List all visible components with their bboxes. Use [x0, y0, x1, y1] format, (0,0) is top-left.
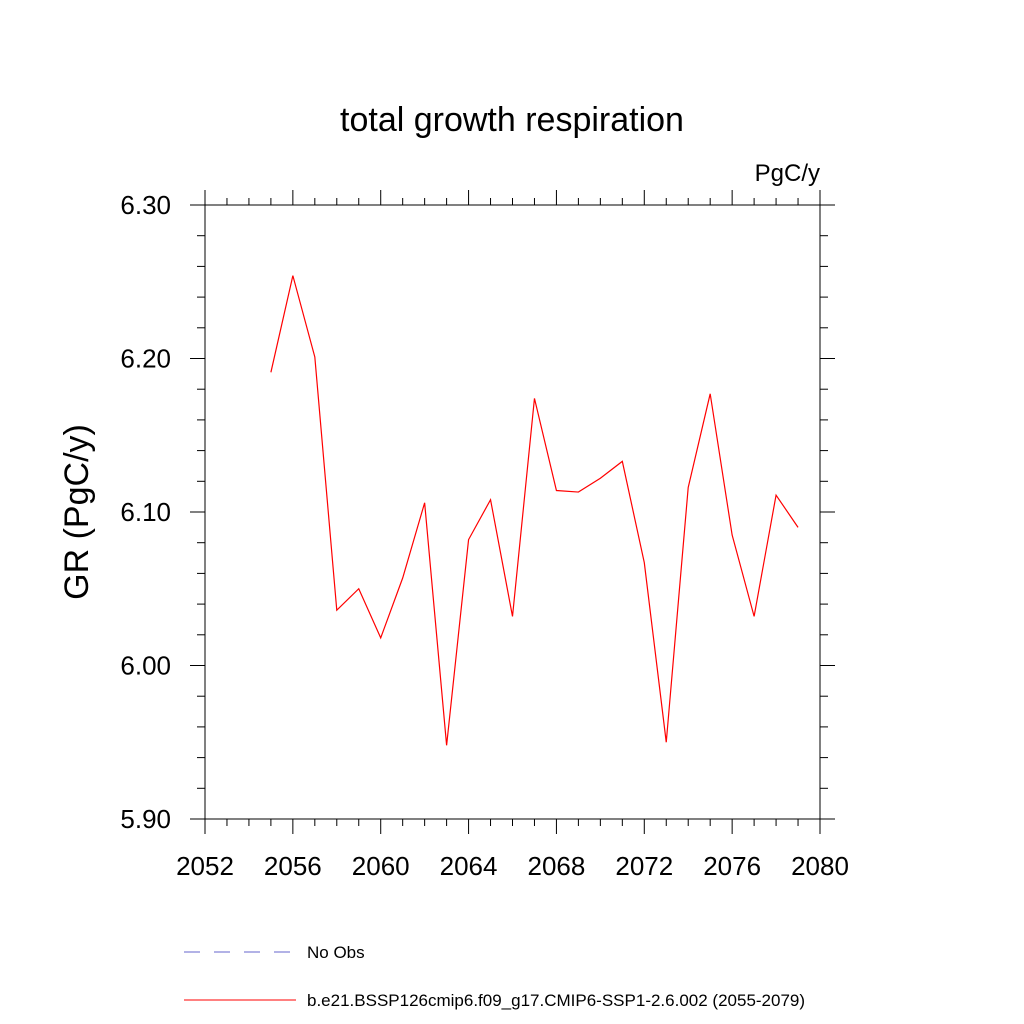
x-tick-label: 2064 — [440, 851, 498, 881]
legend-label-1: b.e21.BSSP126cmip6.f09_g17.CMIP6-SSP1-2.… — [307, 991, 805, 1010]
x-tick-label: 2072 — [615, 851, 673, 881]
y-tick-label: 6.10 — [120, 497, 171, 527]
x-tick-label: 2060 — [352, 851, 410, 881]
y-tick-label: 6.20 — [120, 344, 171, 374]
y-tick-label: 6.00 — [120, 651, 171, 681]
plot-frame — [204, 204, 821, 820]
y-tick-label: 5.90 — [120, 804, 171, 834]
y-tick-label: 6.30 — [120, 190, 171, 220]
x-tick-labels: 2052 2056 2060 2064 2068 2072 2076 2080 — [176, 851, 849, 881]
x-tick-label: 2052 — [176, 851, 234, 881]
y-axis-label: GR (PgC/y) — [58, 424, 96, 600]
x-tick-label: 2076 — [703, 851, 761, 881]
plot-axes — [190, 190, 835, 834]
x-tick-label: 2080 — [791, 851, 849, 881]
x-tick-label: 2056 — [264, 851, 322, 881]
units-label: PgC/y — [755, 160, 820, 187]
series-group — [270, 275, 799, 746]
x-tick-label: 2068 — [528, 851, 586, 881]
y-tick-labels: 5.90 6.00 6.10 6.20 6.30 — [120, 190, 171, 834]
series-line-0 — [270, 275, 799, 746]
legend-label-0: No Obs — [307, 943, 365, 962]
legend: No Obs b.e21.BSSP126cmip6.f09_g17.CMIP6-S… — [184, 943, 805, 1010]
chart-title: total growth respiration — [340, 101, 684, 139]
